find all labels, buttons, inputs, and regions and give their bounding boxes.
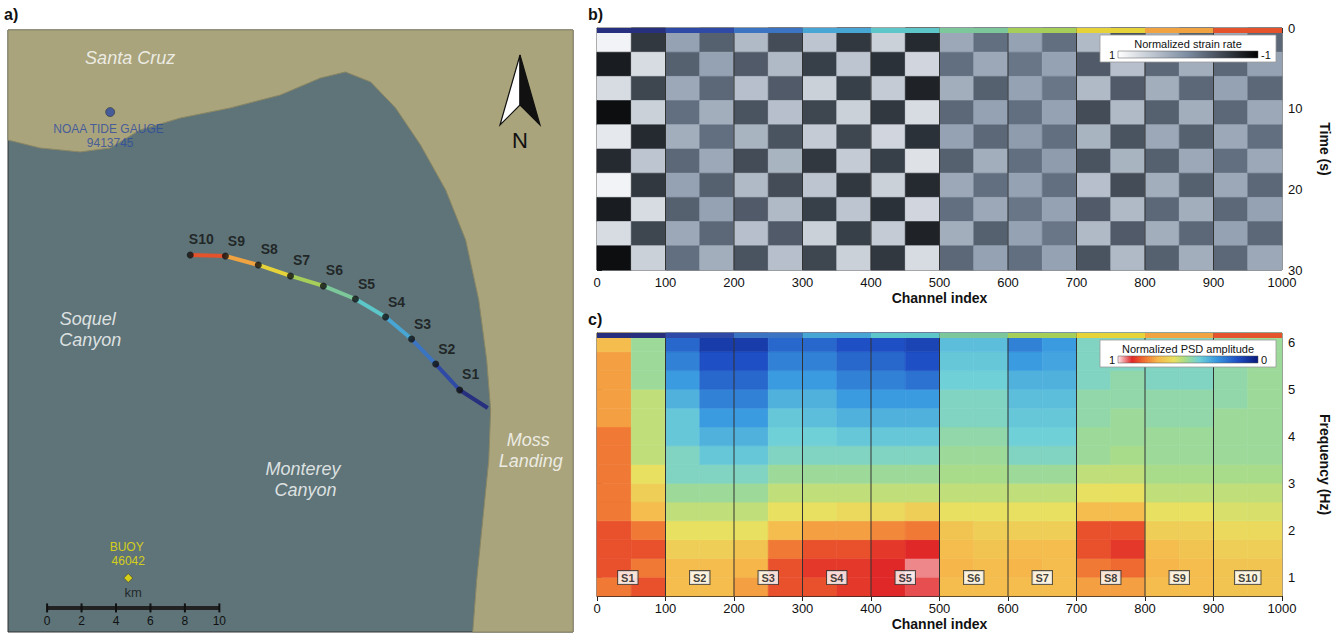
svg-text:9413745: 9413745 bbox=[87, 136, 134, 150]
svg-text:900: 900 bbox=[1203, 275, 1225, 290]
svg-text:600: 600 bbox=[997, 275, 1019, 290]
svg-text:800: 800 bbox=[1134, 601, 1156, 616]
svg-text:600: 600 bbox=[997, 601, 1019, 616]
svg-text:400: 400 bbox=[860, 601, 882, 616]
svg-text:S2: S2 bbox=[438, 341, 455, 357]
svg-text:100: 100 bbox=[655, 601, 677, 616]
svg-text:S6: S6 bbox=[967, 572, 980, 584]
svg-text:1000: 1000 bbox=[1268, 275, 1297, 290]
svg-text:Canyon: Canyon bbox=[274, 480, 336, 500]
svg-text:400: 400 bbox=[860, 275, 882, 290]
svg-text:300: 300 bbox=[792, 601, 814, 616]
svg-text:30: 30 bbox=[1288, 262, 1303, 278]
svg-text:4: 4 bbox=[1288, 429, 1295, 444]
svg-text:Canyon: Canyon bbox=[59, 330, 121, 350]
svg-text:700: 700 bbox=[1066, 601, 1088, 616]
svg-text:a): a) bbox=[4, 6, 18, 23]
svg-text:1000: 1000 bbox=[1268, 601, 1297, 616]
svg-text:Landing: Landing bbox=[499, 451, 563, 471]
svg-text:2: 2 bbox=[78, 614, 85, 628]
svg-text:100: 100 bbox=[655, 275, 677, 290]
svg-text:S4: S4 bbox=[830, 572, 844, 584]
svg-text:0: 0 bbox=[44, 614, 51, 628]
svg-text:10: 10 bbox=[1288, 101, 1302, 116]
svg-text:Channel index: Channel index bbox=[892, 290, 988, 306]
svg-text:S10: S10 bbox=[1238, 572, 1258, 584]
svg-text:1: 1 bbox=[1109, 354, 1115, 366]
svg-text:8: 8 bbox=[182, 614, 189, 628]
svg-text:S3: S3 bbox=[762, 572, 775, 584]
svg-text:46042: 46042 bbox=[112, 554, 146, 568]
svg-text:S9: S9 bbox=[1173, 572, 1186, 584]
svg-text:S1: S1 bbox=[462, 366, 479, 382]
svg-text:c): c) bbox=[588, 311, 602, 328]
svg-text:-1: -1 bbox=[1261, 49, 1271, 61]
svg-text:2: 2 bbox=[1288, 523, 1295, 538]
svg-text:500: 500 bbox=[929, 275, 951, 290]
svg-text:b): b) bbox=[588, 6, 603, 23]
svg-text:S5: S5 bbox=[899, 572, 912, 584]
svg-text:S6: S6 bbox=[326, 262, 343, 278]
svg-text:BUOY: BUOY bbox=[110, 540, 147, 554]
svg-text:0: 0 bbox=[1288, 21, 1295, 36]
svg-text:NOAA TIDE GAUGE: NOAA TIDE GAUGE bbox=[53, 122, 167, 136]
svg-text:S3: S3 bbox=[414, 316, 431, 332]
svg-text:3: 3 bbox=[1288, 476, 1295, 491]
svg-text:10: 10 bbox=[213, 614, 227, 628]
svg-text:0: 0 bbox=[593, 275, 600, 290]
svg-text:500: 500 bbox=[929, 601, 951, 616]
svg-text:1: 1 bbox=[1288, 570, 1295, 585]
svg-text:S7: S7 bbox=[1036, 572, 1049, 584]
svg-text:20: 20 bbox=[1288, 182, 1302, 197]
svg-text:6: 6 bbox=[147, 614, 154, 628]
svg-text:6: 6 bbox=[1288, 335, 1295, 350]
svg-text:0: 0 bbox=[1261, 354, 1267, 366]
svg-text:S9: S9 bbox=[228, 233, 245, 249]
svg-text:S8: S8 bbox=[261, 241, 278, 257]
svg-text:S10: S10 bbox=[189, 231, 214, 247]
svg-text:S4: S4 bbox=[388, 294, 405, 310]
svg-text:Frequency (Hz): Frequency (Hz) bbox=[1317, 414, 1333, 515]
svg-text:Normalized PSD amplitude: Normalized PSD amplitude bbox=[1122, 343, 1254, 355]
svg-text:4: 4 bbox=[113, 614, 120, 628]
svg-text:km: km bbox=[125, 585, 142, 600]
svg-text:200: 200 bbox=[723, 601, 745, 616]
svg-text:Time (s): Time (s) bbox=[1317, 122, 1333, 175]
svg-text:Channel index: Channel index bbox=[892, 616, 988, 632]
svg-text:5: 5 bbox=[1288, 382, 1295, 397]
svg-text:S7: S7 bbox=[293, 252, 310, 268]
svg-text:0: 0 bbox=[593, 601, 600, 616]
svg-text:S8: S8 bbox=[1104, 572, 1117, 584]
svg-text:200: 200 bbox=[723, 275, 745, 290]
svg-text:1: 1 bbox=[1109, 49, 1115, 61]
svg-text:Normalized strain rate: Normalized strain rate bbox=[1134, 38, 1242, 50]
svg-text:S2: S2 bbox=[693, 572, 706, 584]
svg-text:Santa Cruz: Santa Cruz bbox=[85, 48, 175, 68]
svg-text:Monterey: Monterey bbox=[265, 459, 345, 479]
svg-text:S1: S1 bbox=[621, 572, 634, 584]
svg-text:800: 800 bbox=[1134, 275, 1156, 290]
svg-text:N: N bbox=[512, 128, 528, 153]
svg-text:300: 300 bbox=[792, 275, 814, 290]
svg-text:900: 900 bbox=[1203, 601, 1225, 616]
svg-text:Soquel: Soquel bbox=[60, 309, 121, 329]
svg-text:Moss: Moss bbox=[507, 430, 555, 450]
svg-text:700: 700 bbox=[1066, 275, 1088, 290]
svg-text:S5: S5 bbox=[358, 276, 375, 292]
